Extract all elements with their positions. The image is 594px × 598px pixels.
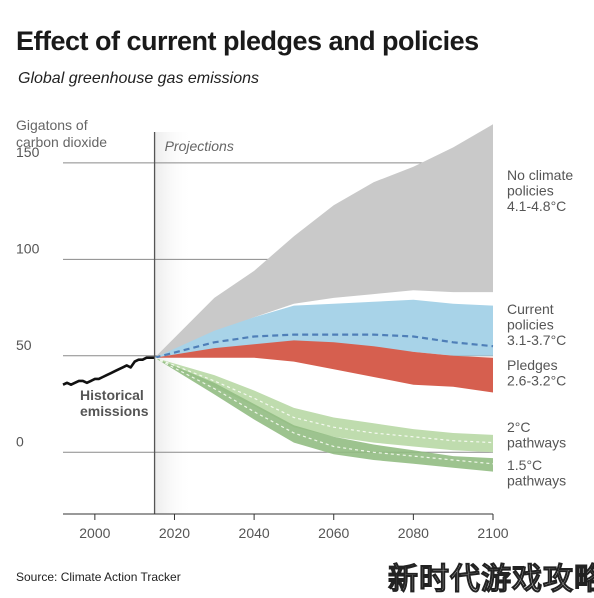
- band-2c-pathways: [154, 357, 493, 453]
- source-note: Source: Climate Action Tracker: [16, 570, 181, 584]
- band-pledges: [154, 340, 493, 393]
- x-tick-label-2040: 2040: [239, 525, 270, 541]
- current-policies-median-line: [154, 333, 494, 359]
- watermark: 新时代游戏攻略: [388, 563, 594, 597]
- y-tick-label-0: 0: [16, 433, 24, 449]
- band-current-policies: [154, 299, 493, 358]
- label-no-climate-policies-line2: policies: [507, 183, 554, 199]
- label-1-5c-pathways-line2: pathways: [507, 473, 566, 489]
- label-pledges-line2: 2.6-3.2°C: [507, 373, 566, 389]
- label-pledges-line1: Pledges: [507, 357, 558, 373]
- label-no-climate-policies-line1: No climate: [507, 167, 573, 183]
- chart-subtitle: Global greenhouse gas emissions: [18, 70, 260, 87]
- label-current-policies-line3: 3.1-3.7°C: [507, 332, 566, 348]
- y-axis-label-line2: carbon dioxide: [16, 134, 107, 150]
- label-1-5c-pathways-line1: 1.5°C: [507, 457, 542, 473]
- label-no-climate-policies-line3: 4.1-4.8°C: [507, 198, 566, 214]
- 2c-median-line: [154, 357, 494, 444]
- label-2c-pathways-line2: pathways: [507, 435, 566, 451]
- projections-label: Projections: [165, 138, 234, 154]
- historical-label-line2: emissions: [80, 403, 149, 419]
- x-tick-label-2000: 2000: [79, 525, 110, 541]
- historical-emissions-line: [62, 356, 155, 386]
- x-tick-label-2100: 2100: [477, 525, 508, 541]
- y-tick-label-100: 100: [16, 240, 40, 256]
- x-tick-label-2080: 2080: [398, 525, 429, 541]
- x-tick-label-2020: 2020: [159, 525, 190, 541]
- y-axis-label-line1: Gigatons of: [16, 117, 88, 133]
- y-tick-label-50: 50: [16, 337, 32, 353]
- historical-label-line1: Historical: [80, 387, 144, 403]
- x-tick-label-2060: 2060: [318, 525, 349, 541]
- y-tick-label-150: 150: [16, 144, 40, 160]
- chart-title: Effect of current pledges and policies: [16, 26, 479, 56]
- label-current-policies-line2: policies: [507, 317, 554, 333]
- band-no-climate-policies: [154, 124, 493, 358]
- projection-shading: [154, 132, 193, 514]
- label-current-policies-line1: Current: [507, 301, 554, 317]
- 1-5c-median-line: [154, 357, 494, 465]
- label-2c-pathways-line1: 2°C: [507, 419, 531, 435]
